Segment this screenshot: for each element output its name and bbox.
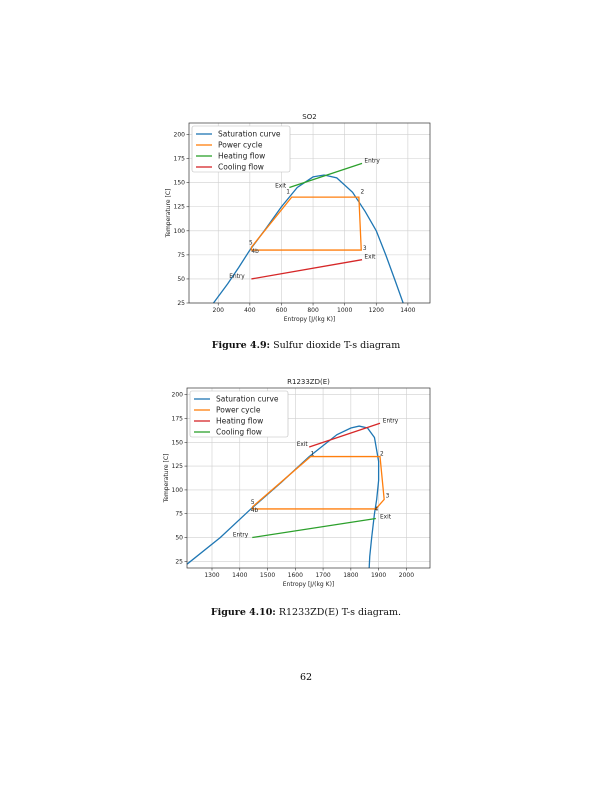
y-axis-label: Temperature [C] <box>163 454 170 504</box>
x-tick-label: 1600 <box>288 572 303 579</box>
series-line-cooling-flow <box>252 517 376 539</box>
series-line-saturation-curve <box>212 174 404 304</box>
x-tick-label: 600 <box>276 307 288 314</box>
series-line-heating-flow <box>308 422 381 448</box>
y-tick-label: 125 <box>174 204 186 211</box>
legend-label: Cooling flow <box>218 163 264 172</box>
x-tick-label: 1400 <box>232 572 247 579</box>
series-line-power-cycle <box>250 196 362 251</box>
y-tick-label: 175 <box>172 415 184 422</box>
y-tick-label: 25 <box>177 300 185 307</box>
y-tick-label: 150 <box>172 439 184 446</box>
x-tick-label: 1000 <box>337 307 352 314</box>
legend-label: Heating flow <box>216 417 263 426</box>
annotation: 1 <box>311 452 315 458</box>
y-tick-label: 50 <box>177 276 185 283</box>
annotation: 3 <box>386 494 390 500</box>
annotation: Entry <box>364 158 380 164</box>
x-tick-label: 1300 <box>204 572 219 579</box>
annotation: 1 <box>286 189 290 195</box>
legend-box <box>189 390 289 438</box>
y-tick-label: 75 <box>175 511 183 518</box>
figure-caption-4-9: Figure 4.9: Sulfur dioxide T-s diagram <box>211 340 401 351</box>
legend-label: Saturation curve <box>216 395 279 404</box>
x-axis-label: Entropy [J/(kg K)] <box>284 316 336 323</box>
series-line-power-cycle <box>251 455 385 510</box>
legend-label: Cooling flow <box>216 428 262 437</box>
y-tick-label: 25 <box>175 558 183 565</box>
chart-title: SO2 <box>302 113 316 121</box>
series-line-heating-flow <box>289 162 363 189</box>
annotation: 2 <box>380 452 384 458</box>
y-tick-label: 125 <box>172 463 184 470</box>
y-axis-label: Temperature [C] <box>165 189 172 239</box>
annotation: Entry <box>229 274 245 280</box>
annotation: Entry <box>233 533 249 539</box>
y-tick-label: 75 <box>177 252 185 259</box>
annotation: Entry <box>383 418 399 424</box>
legend-label: Power cycle <box>216 406 261 415</box>
annotation: 5 <box>249 240 253 246</box>
x-tick-label: 1400 <box>400 307 415 314</box>
x-axis-label: Entropy [J/(kg K)] <box>283 581 335 588</box>
y-tick-label: 175 <box>174 156 186 163</box>
x-tick-label: 1200 <box>369 307 384 314</box>
chart-title: R1233ZD(E) <box>287 378 330 386</box>
series-line-saturation-curve <box>186 425 380 569</box>
x-tick-label: 1900 <box>371 572 386 579</box>
annotation: 2 <box>360 189 364 195</box>
plot-frame <box>186 387 431 569</box>
y-tick-label: 50 <box>175 535 183 542</box>
x-tick-label: 400 <box>244 307 256 314</box>
y-tick-label: 200 <box>174 132 186 139</box>
annotation: Exit <box>380 514 392 520</box>
annotation: Exit <box>364 255 376 261</box>
y-tick-label: 200 <box>172 392 184 399</box>
legend-label: Heating flow <box>218 152 265 161</box>
annotation: 3 <box>363 246 367 252</box>
annotation: 4 <box>374 507 378 513</box>
x-tick-label: 200 <box>213 307 225 314</box>
figure-caption-4-10: Figure 4.10: R1233ZD(E) T-s diagram. <box>210 607 402 618</box>
plot-frame <box>188 122 431 304</box>
x-tick-label: 2000 <box>399 572 414 579</box>
annotation: 5 <box>251 500 255 506</box>
x-tick-label: 1500 <box>260 572 275 579</box>
legend-label: Saturation curve <box>218 130 281 139</box>
annotation: 4b <box>251 249 259 255</box>
legend-box <box>191 125 291 173</box>
annotation: Exit <box>275 183 287 189</box>
legend-label: Power cycle <box>218 141 263 150</box>
annotation: 4b <box>251 508 259 514</box>
y-tick-label: 100 <box>174 228 186 235</box>
page-number: 62 <box>299 672 313 683</box>
annotation: Exit <box>297 442 309 448</box>
x-tick-label: 1800 <box>343 572 358 579</box>
y-tick-label: 100 <box>172 487 184 494</box>
y-tick-label: 150 <box>174 180 186 187</box>
x-tick-label: 800 <box>307 307 319 314</box>
series-line-cooling-flow <box>251 259 363 280</box>
x-tick-label: 1700 <box>315 572 330 579</box>
